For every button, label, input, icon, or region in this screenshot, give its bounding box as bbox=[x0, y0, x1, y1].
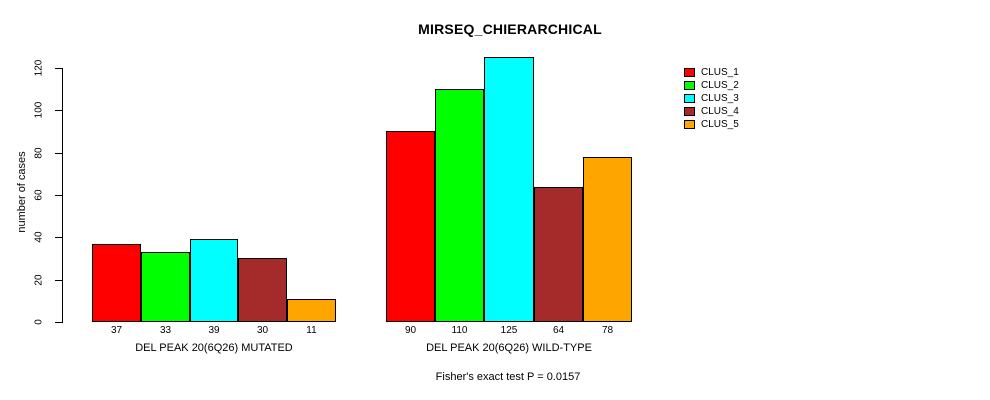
bar-value-label: 110 bbox=[451, 325, 468, 336]
bar-value-label: 37 bbox=[110, 325, 123, 336]
bar-clus_4-group1 bbox=[534, 187, 583, 322]
y-axis-tick-label: 60 bbox=[33, 189, 45, 201]
legend-item-clus_5: CLUS_5 bbox=[684, 118, 739, 131]
bar-clus_1-group1 bbox=[386, 131, 435, 322]
chart-title: MIRSEQ_CHIERARCHICAL bbox=[418, 21, 602, 37]
legend-swatch bbox=[684, 81, 695, 90]
legend-label: CLUS_4 bbox=[701, 106, 739, 117]
y-axis-line bbox=[62, 68, 63, 323]
y-axis-tick-label: 120 bbox=[33, 59, 45, 77]
legend-swatch bbox=[684, 107, 695, 116]
bar-clus_2-group1 bbox=[435, 89, 484, 322]
y-axis-tick bbox=[55, 195, 62, 196]
x-group-label: DEL PEAK 20(6Q26) MUTATED bbox=[135, 342, 293, 354]
legend-swatch bbox=[684, 120, 695, 129]
y-axis-tick-label: 80 bbox=[33, 147, 45, 159]
legend-label: CLUS_2 bbox=[701, 80, 739, 91]
bar-value-label: 125 bbox=[500, 325, 518, 336]
legend-item-clus_2: CLUS_2 bbox=[684, 79, 739, 92]
legend-label: CLUS_5 bbox=[701, 119, 739, 130]
bar-value-label: 33 bbox=[159, 325, 172, 336]
y-axis-tick-label: 100 bbox=[33, 101, 45, 119]
y-axis-tick bbox=[55, 280, 62, 281]
y-axis-label: number of cases bbox=[16, 151, 28, 233]
x-group-label: DEL PEAK 20(6Q26) WILD-TYPE bbox=[426, 342, 592, 354]
y-axis-tick bbox=[55, 237, 62, 238]
y-axis-tick-label: 20 bbox=[33, 274, 45, 286]
legend-label: CLUS_1 bbox=[701, 67, 739, 78]
bar-value-label: 90 bbox=[404, 325, 417, 336]
bar-value-label: 64 bbox=[552, 325, 565, 336]
bar-clus_3-group1 bbox=[484, 57, 534, 322]
legend: CLUS_1 CLUS_2 CLUS_3 CLUS_4 CLUS_5 bbox=[684, 66, 739, 131]
y-axis-tick bbox=[55, 322, 62, 323]
legend-label: CLUS_3 bbox=[701, 93, 739, 104]
bar-clus_4-group0 bbox=[238, 258, 287, 322]
legend-item-clus_3: CLUS_3 bbox=[684, 92, 739, 105]
bar-clus_1-group0 bbox=[92, 244, 141, 322]
bar-clus_5-group0 bbox=[287, 299, 336, 322]
bar-clus_2-group0 bbox=[141, 252, 190, 322]
bar-value-label: 11 bbox=[306, 325, 317, 336]
legend-item-clus_1: CLUS_1 bbox=[684, 66, 739, 79]
legend-swatch bbox=[684, 94, 695, 103]
y-axis-tick-label: 0 bbox=[33, 319, 45, 325]
legend-item-clus_4: CLUS_4 bbox=[684, 105, 739, 118]
y-axis-tick bbox=[55, 153, 62, 154]
bar-clus_3-group0 bbox=[190, 239, 238, 322]
bar-value-label: 78 bbox=[601, 325, 614, 336]
y-axis-tick bbox=[55, 68, 62, 69]
stat-annotation: Fisher's exact test P = 0.0157 bbox=[435, 371, 581, 383]
y-axis-tick-label: 40 bbox=[33, 231, 45, 243]
bar-value-label: 39 bbox=[208, 325, 220, 336]
legend-swatch bbox=[684, 68, 695, 77]
y-axis-tick bbox=[55, 110, 62, 111]
bar-clus_5-group1 bbox=[583, 157, 632, 322]
bar-value-label: 30 bbox=[256, 325, 269, 336]
